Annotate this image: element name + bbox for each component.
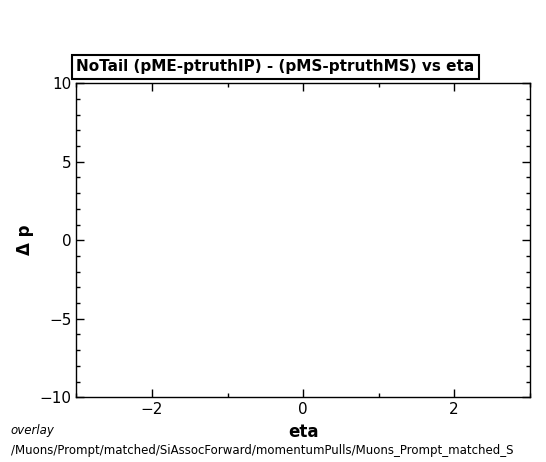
X-axis label: eta: eta [288,423,318,441]
Text: /Muons/Prompt/matched/SiAssocForward/momentumPulls/Muons_Prompt_matched_S: /Muons/Prompt/matched/SiAssocForward/mom… [11,444,513,457]
Text: NoTail (pME-ptruthIP) - (pMS-ptruthMS) vs eta: NoTail (pME-ptruthIP) - (pMS-ptruthMS) v… [76,60,474,74]
Text: overlay: overlay [11,424,55,437]
Y-axis label: Δ p: Δ p [16,225,34,255]
